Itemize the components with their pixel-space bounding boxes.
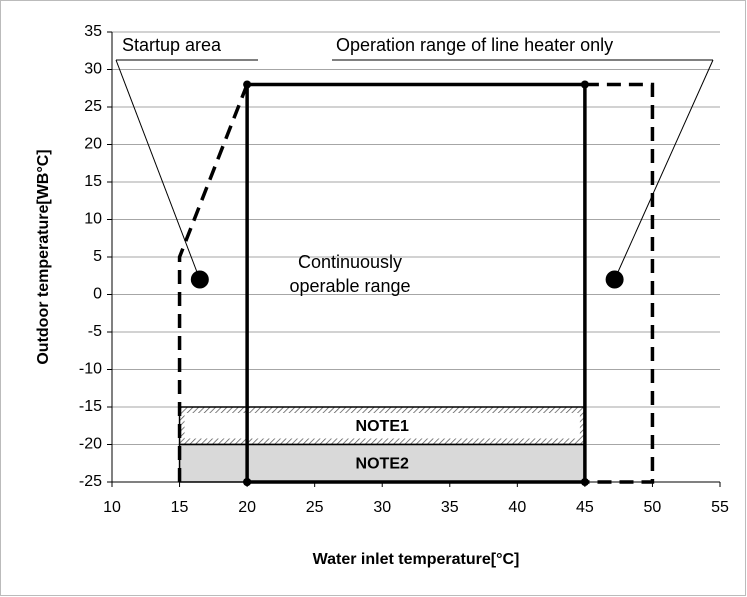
x-tick-label: 35	[441, 499, 459, 516]
y-axis-label: Outdoor temperature[WB°C]	[35, 149, 52, 364]
y-tick-label: 0	[93, 286, 102, 303]
y-tick-label: 15	[84, 173, 102, 190]
y-tick-label: 20	[84, 136, 102, 153]
x-tick-label: 40	[508, 499, 526, 516]
x-tick-label: 25	[306, 499, 324, 516]
x-tick-label: 30	[373, 499, 391, 516]
leader-line	[115, 59, 201, 280]
band-label: NOTE2	[356, 455, 409, 472]
range-label: Continuously operable range	[289, 252, 411, 296]
leader-line	[614, 59, 714, 280]
x-tick-label: 10	[103, 499, 121, 516]
callout-dot	[190, 270, 209, 289]
range-line	[177, 83, 249, 482]
band-inner	[184, 413, 580, 439]
x-tick-label: 20	[238, 499, 256, 516]
y-tick-label: -25	[79, 473, 102, 490]
y-tick-label: -10	[79, 361, 102, 378]
y-tick-label: -15	[79, 398, 102, 415]
x-tick-label: 45	[576, 499, 594, 516]
range-label: Startup area	[122, 35, 222, 55]
y-tick-label: -5	[88, 323, 102, 340]
band-label: NOTE1	[356, 418, 409, 435]
vertex-dot	[243, 478, 252, 486]
y-tick-label: 35	[84, 23, 102, 40]
callout-dot	[605, 270, 624, 289]
label-bg	[332, 33, 713, 59]
x-axis-label: Water inlet temperature[°C]	[313, 551, 520, 568]
label-bg	[116, 33, 258, 59]
y-tick-label: -20	[79, 436, 102, 453]
x-tick-label: 50	[644, 499, 662, 516]
y-tick-label: 25	[84, 98, 102, 115]
y-tick-label: 30	[84, 61, 102, 78]
x-tick-label: 15	[171, 499, 189, 516]
range-label: Operation range of line heater only	[336, 35, 613, 55]
range-line	[584, 82, 655, 484]
x-tick-label: 55	[711, 499, 729, 516]
range-label-box: Continuously operable range	[289, 252, 411, 296]
y-tick-label: 10	[84, 211, 102, 228]
y-tick-label: 5	[93, 248, 102, 265]
